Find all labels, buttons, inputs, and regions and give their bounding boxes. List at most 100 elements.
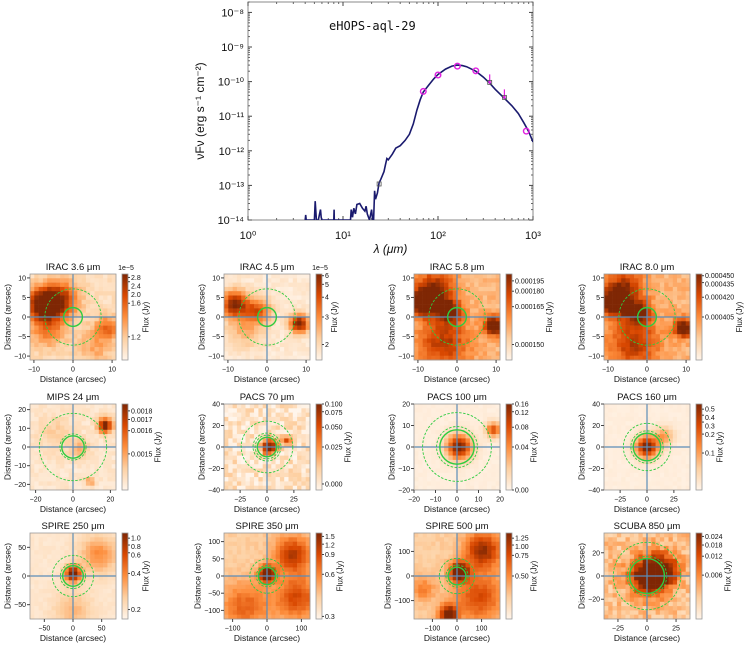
- heatmap-pixel: [38, 286, 44, 292]
- heatmap-pixel: [111, 468, 117, 474]
- heatmap-pixel: [77, 447, 82, 452]
- heatmap-pixel: [616, 429, 622, 435]
- heatmap-pixel: [301, 447, 306, 452]
- heatmap-pixel: [431, 355, 436, 361]
- aperture-circle: [256, 436, 278, 458]
- heatmap-pixel: [681, 416, 686, 422]
- colorbar-tick-label: 0.1: [705, 451, 715, 458]
- heatmap-pixel: [414, 455, 419, 461]
- heatmap-pixel: [642, 351, 648, 356]
- heatmap-pixel: [90, 451, 95, 456]
- heatmap-pixel: [85, 477, 91, 482]
- heatmap-pixel: [73, 576, 78, 581]
- heatmap-pixel: [621, 472, 626, 478]
- heatmap-pixel: [30, 485, 35, 491]
- heatmap-pixel: [668, 286, 674, 292]
- heatmap-pixel: [107, 477, 112, 482]
- heatmap-pixel: [224, 554, 229, 560]
- heatmap-pixel: [629, 472, 635, 478]
- heatmap-pixel: [81, 472, 87, 478]
- heatmap-pixel: [85, 334, 91, 339]
- heatmap-pixel: [629, 274, 635, 279]
- heatmap-pixel: [292, 355, 298, 361]
- heatmap-pixel: [254, 477, 259, 482]
- heatmap-pixel: [651, 472, 656, 478]
- heatmap-pixel: [616, 334, 622, 339]
- heatmap-pixel: [284, 404, 289, 409]
- heatmap-pixel: [638, 408, 643, 413]
- heatmap-pixel: [224, 597, 229, 603]
- heatmap-pixel: [30, 468, 35, 474]
- heatmap-pixel: [495, 429, 501, 435]
- heatmap-pixel: [452, 434, 458, 439]
- heatmap-pixel: [258, 274, 263, 279]
- heatmap-pixel: [107, 434, 112, 439]
- heatmap-pixel: [426, 459, 432, 465]
- heatmap-pixel: [111, 304, 117, 309]
- heatmap-pixel: [461, 347, 466, 352]
- heatmap-pixel: [38, 451, 44, 456]
- heatmap-pixel: [677, 278, 682, 283]
- heatmap-pixel: [98, 459, 104, 465]
- heatmap-pixel: [64, 355, 69, 361]
- heatmap-pixel: [414, 291, 419, 296]
- heatmap-pixel: [452, 584, 458, 590]
- heatmap-pixel: [64, 588, 69, 594]
- heatmap-pixel: [664, 351, 669, 356]
- heatmap-pixel: [38, 338, 44, 344]
- heatmap-pixel: [275, 412, 281, 418]
- heatmap-pixel: [81, 308, 87, 313]
- heatmap-pixel: [262, 404, 268, 409]
- heatmap-pixel: [90, 329, 95, 335]
- heatmap-pixel: [228, 282, 233, 288]
- heatmap-pixel: [418, 278, 423, 283]
- heatmap-pixel: [85, 317, 91, 322]
- heatmap-pixel: [73, 321, 78, 326]
- heatmap-pixel: [474, 286, 479, 292]
- heatmap-pixel: [461, 338, 466, 344]
- heatmap-pixel: [55, 338, 61, 344]
- heatmap-pixel: [418, 416, 423, 422]
- heatmap-pixel: [98, 537, 104, 542]
- heatmap-pixel: [491, 541, 496, 547]
- heatmap-pixel: [461, 325, 466, 331]
- heatmap-pixel: [604, 477, 609, 482]
- y-axis-label: Distance (arcsec): [577, 414, 587, 480]
- heatmap-pixel: [301, 541, 306, 547]
- heatmap-pixel: [254, 464, 259, 469]
- heatmap-pixel: [435, 274, 441, 279]
- heatmap-pixel: [42, 282, 48, 288]
- heatmap-pixel: [629, 312, 635, 318]
- heatmap-pixel: [111, 274, 117, 279]
- heatmap-pixel: [621, 451, 626, 456]
- heatmap-pixel: [224, 429, 229, 435]
- y-axis-label: Distance (arcsec): [3, 284, 13, 350]
- heatmap-pixel: [426, 597, 432, 603]
- heatmap-pixel: [279, 554, 285, 560]
- heatmap-pixel: [90, 455, 95, 461]
- heatmap-pixel: [241, 429, 246, 435]
- heatmap-pixel: [38, 545, 44, 551]
- heatmap-pixel: [478, 593, 484, 598]
- heatmap-pixel: [651, 434, 656, 439]
- heatmap-pixel: [38, 321, 44, 326]
- heatmap-pixel: [38, 563, 44, 568]
- heatmap-pixel: [487, 304, 492, 309]
- heatmap-pixel: [452, 416, 458, 422]
- heatmap-pixel: [288, 325, 294, 331]
- heatmap-pixel: [292, 447, 298, 452]
- heatmap-pixel: [668, 274, 674, 279]
- heatmap-pixel: [64, 421, 69, 426]
- heatmap-pixel: [42, 554, 48, 560]
- heatmap-pixel: [431, 291, 436, 296]
- heatmap-pixel: [42, 278, 48, 283]
- heatmap-pixel: [224, 282, 229, 288]
- heatmap-pixel: [85, 425, 91, 431]
- heatmap-pixel: [245, 295, 251, 301]
- heatmap-pixel: [474, 597, 479, 603]
- heatmap-pixel: [414, 533, 419, 538]
- heatmap-pixel: [414, 554, 419, 560]
- heatmap-pixel: [90, 278, 95, 283]
- heatmap-pixel: [236, 291, 242, 296]
- heatmap-pixel: [439, 342, 445, 348]
